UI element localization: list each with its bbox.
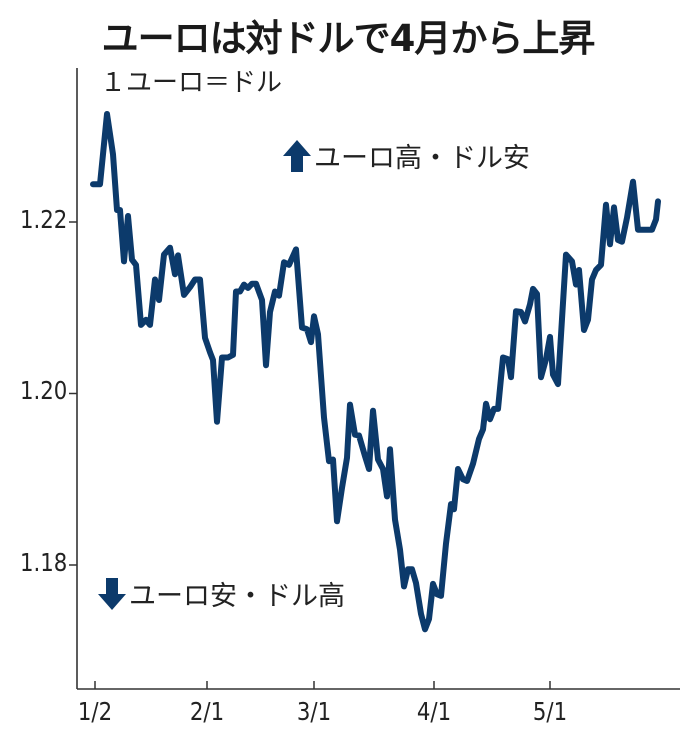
annotation-down-label: ユーロ安・ドル高 <box>129 581 345 612</box>
y-tick-label-1.18: 1.18 <box>20 548 68 577</box>
annotation-euro-up: ユーロ高・ドル安 <box>282 136 530 175</box>
arrow-up-icon <box>283 139 311 172</box>
unit-label: １ユーロ＝ドル <box>100 68 283 98</box>
x-tick-label-mar1: 3/1 <box>296 697 332 726</box>
x-tick-label-may1: 5/1 <box>532 697 568 726</box>
annotation-euro-down: ユーロ安・ドル高 <box>97 574 345 613</box>
x-tick-label-feb1: 2/1 <box>189 697 225 726</box>
y-ticks <box>69 221 77 566</box>
x-ticks <box>94 681 551 689</box>
y-tick-label-1.20: 1.20 <box>20 376 68 405</box>
x-tick-label-apr1: 4/1 <box>416 697 452 726</box>
annotation-up-label: ユーロ高・ドル安 <box>314 143 530 174</box>
eurusd-line <box>90 111 661 633</box>
arrow-down-icon <box>98 577 126 610</box>
x-tick-label-jan2: 1/2 <box>77 697 113 726</box>
y-tick-label-1.22: 1.22 <box>20 205 68 234</box>
chart-title: ユーロは対ドルで4月から上昇 <box>101 17 596 60</box>
